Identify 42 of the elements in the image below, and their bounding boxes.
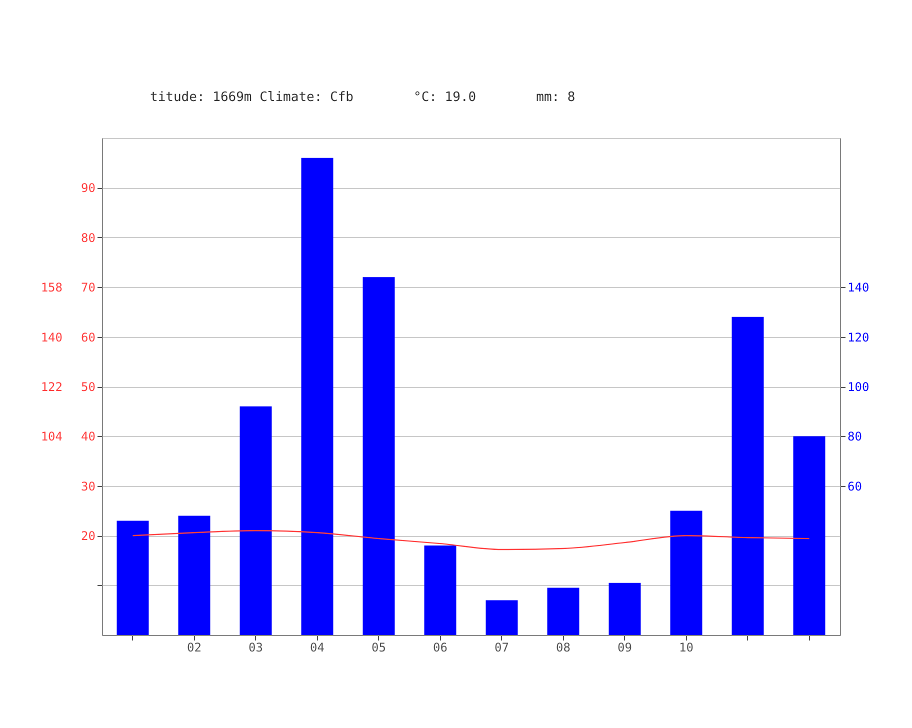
- bar: [793, 436, 826, 635]
- y-tick-label: 30: [81, 479, 96, 494]
- bar: [240, 406, 272, 635]
- x-tick-label: 06: [433, 640, 448, 654]
- y3-tick-label: 140: [40, 330, 62, 344]
- bar: [301, 158, 334, 635]
- y3-tick-label: 122: [40, 380, 62, 394]
- y2-tick-label: 120: [848, 330, 870, 344]
- y-tick-label: 40: [81, 430, 96, 444]
- y2-tick-label: 100: [848, 380, 870, 394]
- bar: [608, 582, 641, 635]
- x-tick-label: 02: [187, 640, 202, 654]
- bar: [362, 277, 395, 635]
- y2-tick-label: 80: [848, 430, 862, 444]
- y2-tick-label: 60: [848, 479, 862, 494]
- bar: [424, 546, 456, 635]
- x-tick-label: 10: [679, 640, 694, 654]
- bar: [670, 510, 702, 635]
- text: °C: 19.0: [414, 90, 476, 105]
- y-tick-label: 60: [81, 330, 96, 344]
- x-tick-label: 03: [248, 640, 263, 654]
- bar: [178, 516, 210, 635]
- x-tick-label: 09: [618, 640, 632, 654]
- x-tick-label: 05: [372, 640, 386, 654]
- y3-tick-label: 104: [40, 430, 62, 444]
- line-series: [132, 530, 810, 550]
- y3-tick-label: 158: [40, 280, 62, 295]
- y-tick-label: 50: [81, 380, 96, 394]
- y-tick-label: 80: [81, 230, 96, 245]
- x-tick-label: 07: [494, 640, 509, 654]
- bar: [486, 600, 518, 635]
- bar: [732, 316, 764, 635]
- x-tick-label: 08: [556, 640, 570, 654]
- text: mm: 8: [536, 90, 576, 105]
- y-tick-label: 70: [81, 280, 96, 295]
- y2-tick-label: 140: [848, 280, 870, 295]
- y-tick-label: 20: [81, 529, 96, 544]
- text: titude: 1669m Climate: Cfb: [150, 90, 354, 105]
- x-tick-label: 04: [310, 640, 324, 654]
- y-tick-label: 90: [81, 181, 96, 196]
- bar: [547, 588, 580, 635]
- bar: [116, 520, 149, 635]
